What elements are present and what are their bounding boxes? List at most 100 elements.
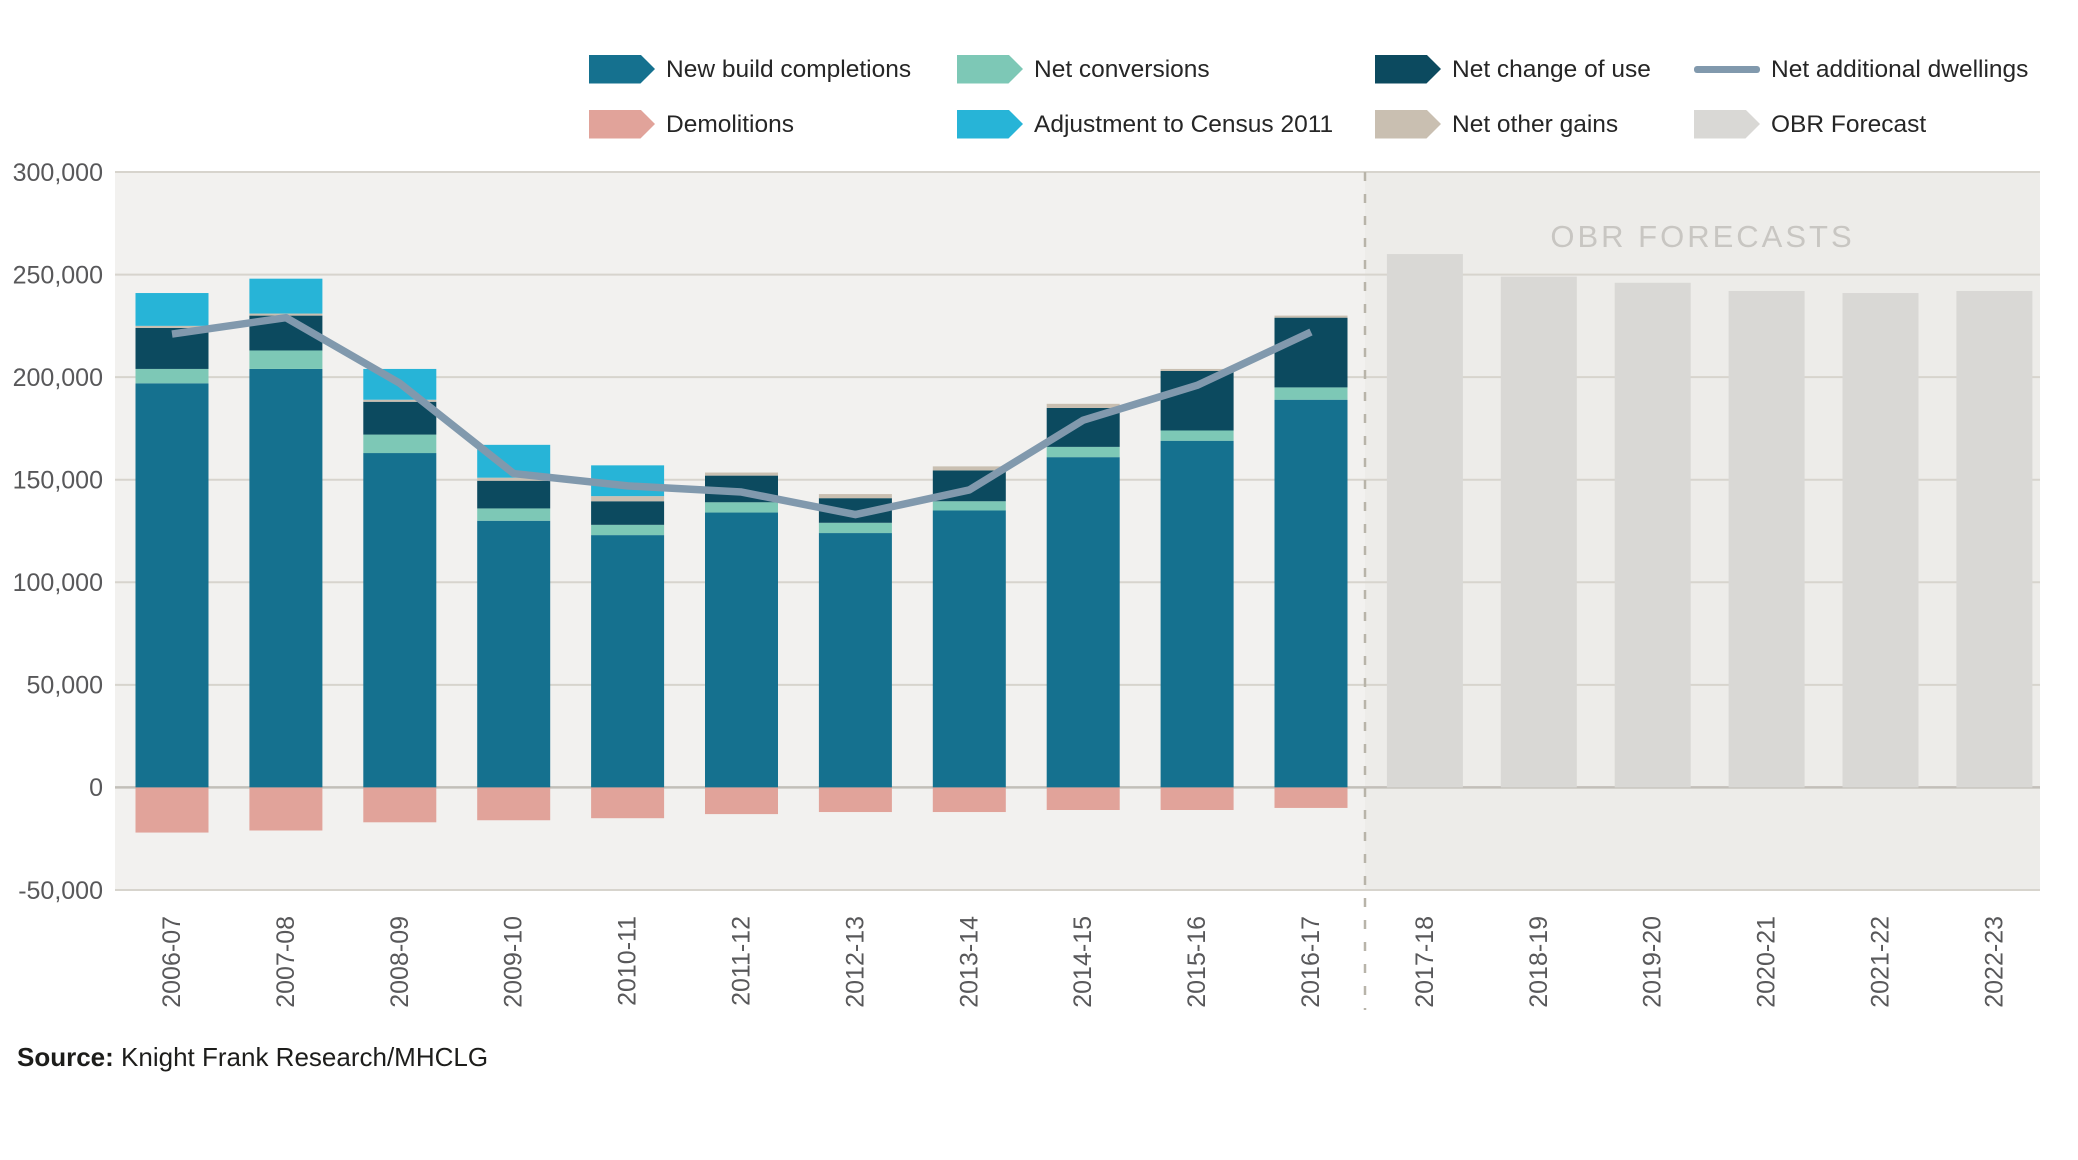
legend-label: Net additional dwellings (1771, 55, 2029, 83)
legend-swatch-demolitions (589, 109, 655, 139)
bar-segment (1160, 440, 1234, 788)
y-tick-label: 250,000 (13, 261, 103, 289)
bar-segment (1046, 403, 1120, 408)
bar-segment-negative (818, 787, 892, 813)
bar-segment (818, 533, 892, 788)
legend-swatch-net-additional-dwellings-line (1694, 65, 1760, 73)
bar-segment (363, 434, 437, 454)
bar-segment (249, 368, 323, 788)
bar-segment (1160, 430, 1234, 441)
x-tick-label: 2016-17 (1297, 916, 1325, 1008)
source-text: Knight Frank Research/MHCLG (113, 1042, 489, 1072)
legend-item-obr-forecast: OBR Forecast (1694, 109, 1926, 139)
legend-label: Net conversions (1034, 55, 1210, 83)
bar-segment-negative (363, 787, 437, 823)
bar-segment-negative (1274, 787, 1348, 808)
legend-item-net-other-gains: Net other gains (1375, 109, 1618, 139)
bar-segment (249, 350, 323, 369)
bar-segment-negative (1046, 787, 1120, 810)
bar-segment (135, 368, 209, 384)
bar-segment (591, 524, 665, 536)
bar-segment (1274, 387, 1348, 400)
legend-swatch-net-change-of-use (1375, 54, 1441, 84)
y-tick-label: 100,000 (13, 569, 103, 597)
legend-item-net-change-of-use: Net change of use (1375, 54, 1651, 84)
x-tick-label: 2009-10 (500, 916, 528, 1008)
bar-segment (135, 325, 209, 328)
x-tick-label: 2008-09 (386, 916, 414, 1008)
x-tick-label: 2013-14 (955, 916, 983, 1008)
x-tick-label: 2017-18 (1411, 916, 1439, 1008)
x-tick-label: 2012-13 (841, 916, 869, 1008)
legend-label: Adjustment to Census 2011 (1034, 110, 1334, 138)
bar-segment (1160, 368, 1234, 371)
x-tick-label: 2006-07 (158, 916, 186, 1008)
y-tick-label: 200,000 (13, 364, 103, 392)
bar-segment (705, 502, 778, 513)
y-axis-labels: 300,000 250,000 200,000 150,000 100,000 50,00… (13, 159, 103, 905)
x-tick-label: 2020-21 (1753, 916, 1781, 1008)
bar-segment-negative (249, 787, 323, 831)
legend-label: Demolitions (666, 110, 794, 138)
bar-segment (477, 477, 551, 481)
x-tick-label: 2022-23 (1980, 916, 2008, 1008)
bar-segment (135, 327, 209, 369)
bar-segment (818, 494, 892, 499)
y-tick-label: 300,000 (13, 159, 103, 187)
y-tick-label: 150,000 (13, 466, 103, 494)
net-additional-dwellings-line (171, 313, 1313, 519)
legend-item-net-additional-dwellings: Net additional dwellings (1694, 54, 2028, 84)
y-tick-label: -50,000 (18, 877, 103, 905)
legend-swatch-net-conversions (957, 54, 1023, 84)
bar-segment (818, 522, 892, 534)
bar-segment (932, 466, 1006, 471)
bar-segment (1274, 399, 1348, 788)
bar-segment-negative (135, 787, 209, 833)
bar-segment (932, 501, 1006, 511)
bar-segment (705, 472, 778, 476)
source-attribution: Source: Knight Frank Research/MHCLG (17, 1042, 488, 1073)
y-tick-label: 50,000 (27, 672, 103, 700)
legend-item-net-conversions: Net conversions (957, 54, 1210, 84)
x-tick-label: 2015-16 (1183, 916, 1211, 1008)
legend-item-demolitions: Demolitions (589, 109, 794, 139)
bar-segment (705, 512, 778, 788)
legend-label: Net change of use (1452, 55, 1651, 83)
x-axis-labels: 2006-07 2007-08 2008-09 2009-10 2010-11 2011-… (158, 916, 2008, 1008)
bar-segment (1046, 457, 1120, 788)
bar-segment (591, 501, 665, 525)
bar-segment (932, 510, 1006, 788)
bar-segment (1728, 290, 1805, 788)
bar-segment (1956, 290, 2033, 788)
x-tick-label: 2018-19 (1525, 916, 1553, 1008)
x-tick-label: 2021-22 (1867, 916, 1895, 1008)
bar-segment (591, 535, 665, 788)
source-label: Source: (17, 1042, 114, 1072)
legend-swatch-obr-forecast (1694, 109, 1760, 139)
x-tick-label: 2019-20 (1639, 916, 1667, 1008)
legend-label: New build completions (666, 55, 912, 83)
bar-segment (477, 480, 551, 509)
y-tick-label: 0 (89, 774, 103, 802)
bar-segment (1274, 315, 1348, 318)
legend-swatch-adjustment-to-census-2011 (957, 109, 1023, 139)
legend-label: OBR Forecast (1771, 110, 1927, 138)
bar-segment (1274, 317, 1348, 388)
bar-segment (1160, 370, 1234, 431)
bar-segment (249, 278, 323, 314)
x-tick-label: 2011-12 (728, 916, 756, 1006)
x-tick-label: 2014-15 (1069, 916, 1097, 1008)
bar-segment (1500, 276, 1577, 788)
bar-segment (363, 399, 437, 402)
bar-segment (477, 508, 551, 521)
legend-item-new-build-completions: New build completions (589, 54, 911, 84)
legend-swatch-new-build-completions (589, 54, 655, 84)
plot-background-forecast (1365, 172, 2040, 890)
bar-segment (591, 496, 665, 502)
bar-segment-negative (1160, 787, 1234, 810)
bar-segment-negative (705, 787, 778, 815)
bar-segment (1842, 293, 1919, 788)
legend-item-adjustment-to-census-2011: Adjustment to Census 2011 (957, 109, 1333, 139)
